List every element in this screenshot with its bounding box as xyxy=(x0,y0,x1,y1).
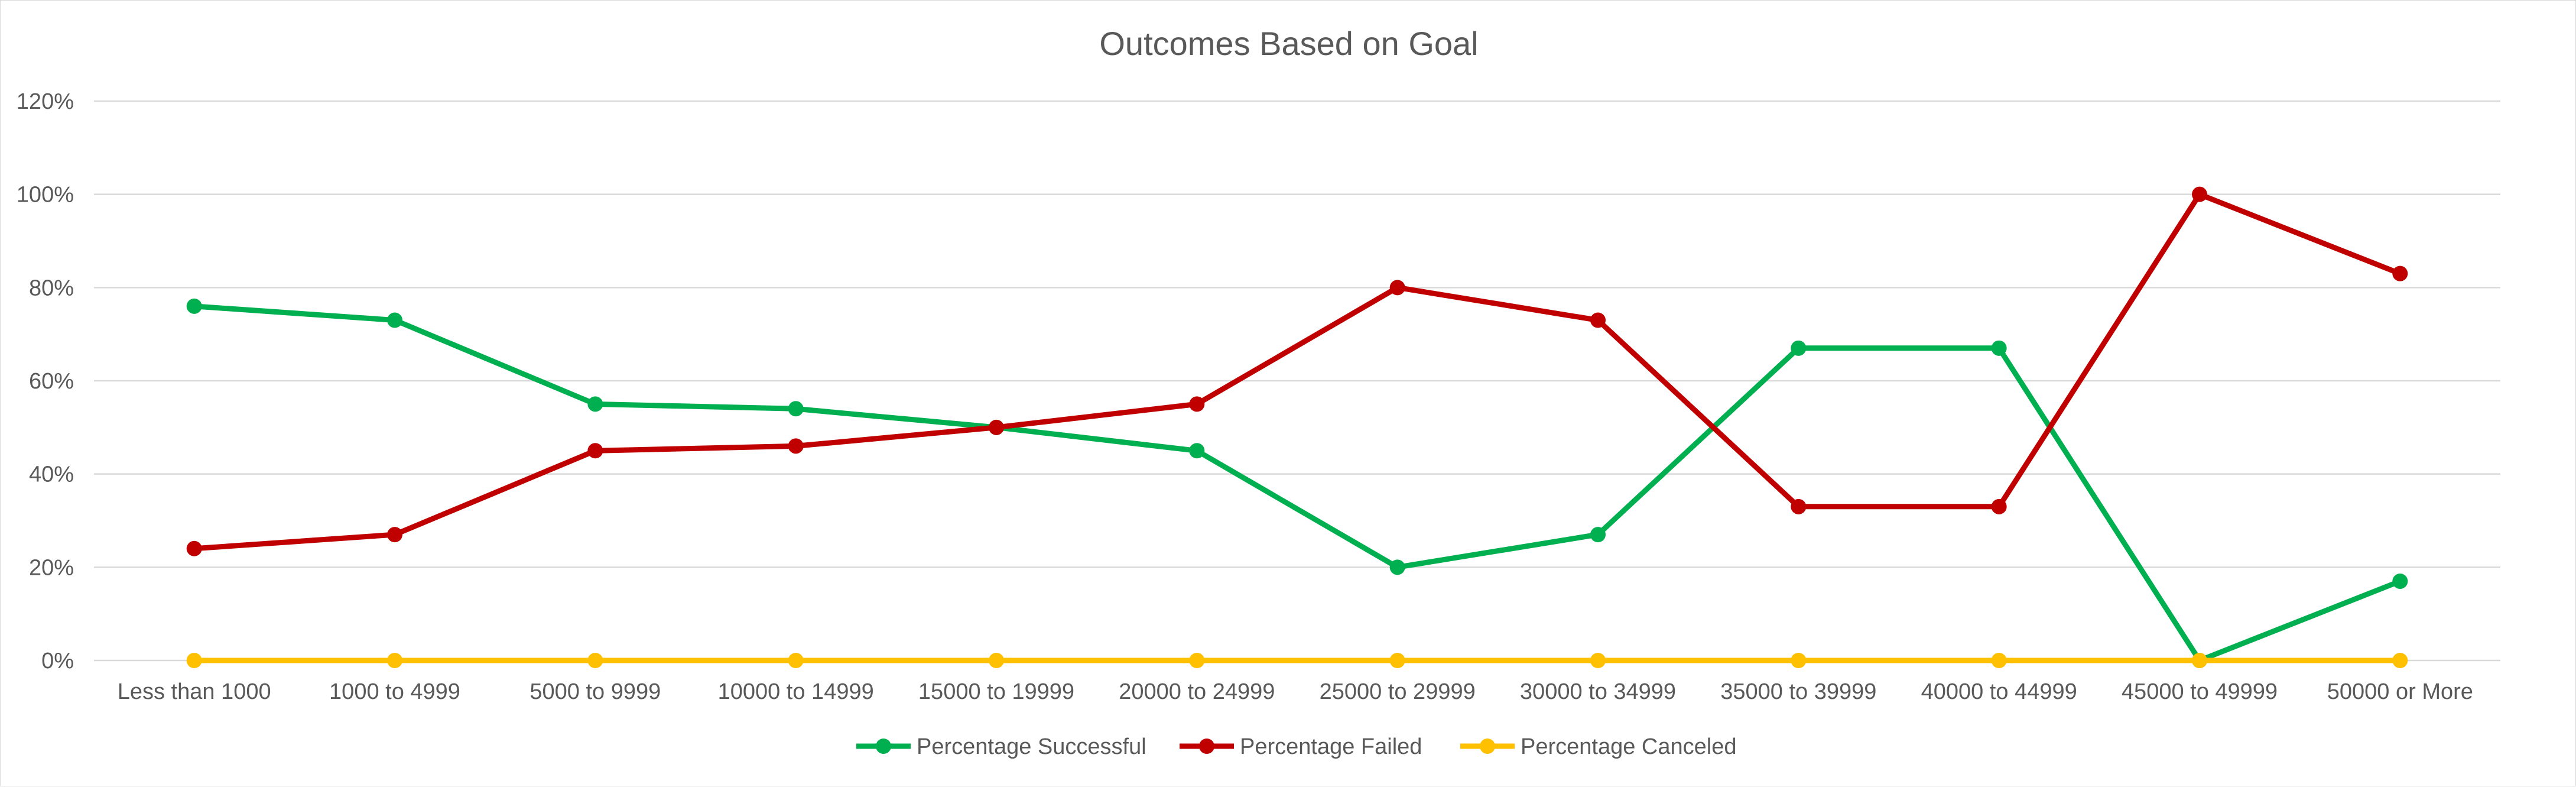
data-point xyxy=(387,653,402,668)
legend-item: Percentage Successful xyxy=(856,734,1146,759)
x-tick-label: 1000 to 4999 xyxy=(329,679,460,704)
legend-label: Percentage Failed xyxy=(1240,734,1422,759)
data-point xyxy=(186,298,202,314)
legend-label: Percentage Successful xyxy=(917,734,1146,759)
data-point xyxy=(788,653,804,668)
series-line xyxy=(191,192,2403,552)
x-tick-label: 30000 to 34999 xyxy=(1520,679,1676,704)
data-point xyxy=(2392,573,2408,589)
series-percentage-failed xyxy=(186,186,2408,556)
y-tick-label: 40% xyxy=(29,462,74,487)
data-point xyxy=(989,653,1004,668)
data-point xyxy=(989,419,1004,435)
series-percentage-canceled xyxy=(186,653,2408,668)
y-tick-label: 60% xyxy=(29,369,74,394)
chart-title: Outcomes Based on Goal xyxy=(1099,25,1478,62)
series-percentage-successful xyxy=(186,298,2408,668)
y-tick-label: 20% xyxy=(29,555,74,580)
data-point xyxy=(1590,527,1606,543)
legend-swatch-marker xyxy=(1199,739,1214,754)
y-tick-label: 80% xyxy=(29,276,74,300)
y-tick-label: 0% xyxy=(41,649,74,673)
data-point xyxy=(1189,653,1205,668)
data-point xyxy=(1791,653,1807,668)
data-point xyxy=(1389,653,1405,668)
x-tick-label: 50000 or More xyxy=(2327,679,2473,704)
data-point xyxy=(1189,396,1205,412)
series-line xyxy=(191,303,2403,663)
data-point xyxy=(186,540,202,556)
data-point xyxy=(1590,653,1606,668)
data-point xyxy=(788,401,804,417)
data-point xyxy=(788,438,804,454)
y-tick-label: 100% xyxy=(17,183,74,208)
data-point xyxy=(1791,340,1807,356)
x-tick-label: 35000 to 39999 xyxy=(1720,679,1876,704)
x-tick-label: 20000 to 24999 xyxy=(1119,679,1275,704)
data-point xyxy=(587,443,603,459)
data-point xyxy=(587,396,603,412)
legend: Percentage Successful Percentage Failed Pe… xyxy=(856,734,1736,759)
x-tick-label: 40000 to 44999 xyxy=(1921,679,2077,704)
data-point xyxy=(1991,498,2007,514)
gridlines xyxy=(94,100,2500,662)
data-point xyxy=(387,527,402,543)
data-point xyxy=(587,653,603,668)
y-tick-label: 120% xyxy=(17,89,74,114)
data-point xyxy=(1189,443,1205,459)
data-point xyxy=(1389,280,1405,296)
data-point xyxy=(1791,498,1807,514)
legend-label: Percentage Canceled xyxy=(1521,734,1736,759)
x-tick-label: 25000 to 29999 xyxy=(1320,679,1476,704)
data-point xyxy=(2192,653,2207,668)
legend-item: Percentage Canceled xyxy=(1460,734,1736,759)
data-point xyxy=(1991,340,2007,356)
y-axis-tick-labels: 0% 20% 40% 60% 80% 100% 120% xyxy=(17,89,74,673)
data-point xyxy=(186,653,202,668)
x-tick-label: 15000 to 19999 xyxy=(918,679,1074,704)
legend-item: Percentage Failed xyxy=(1180,734,1422,759)
legend-swatch-marker xyxy=(876,739,891,754)
x-tick-label: 5000 to 9999 xyxy=(530,679,661,704)
x-tick-label: 45000 to 49999 xyxy=(2122,679,2278,704)
data-point xyxy=(2392,653,2408,668)
data-point xyxy=(2392,265,2408,281)
x-axis-tick-labels: Less than 1000 1000 to 4999 5000 to 9999 10… xyxy=(118,679,2473,704)
data-point xyxy=(1991,653,2007,668)
data-point xyxy=(1389,559,1405,575)
x-tick-label: 10000 to 14999 xyxy=(718,679,874,704)
data-point xyxy=(1590,312,1606,328)
data-point xyxy=(2192,186,2207,202)
legend-swatch-marker xyxy=(1480,739,1495,754)
x-tick-label: Less than 1000 xyxy=(118,679,271,704)
data-point xyxy=(387,312,402,328)
series-lines xyxy=(186,186,2408,668)
